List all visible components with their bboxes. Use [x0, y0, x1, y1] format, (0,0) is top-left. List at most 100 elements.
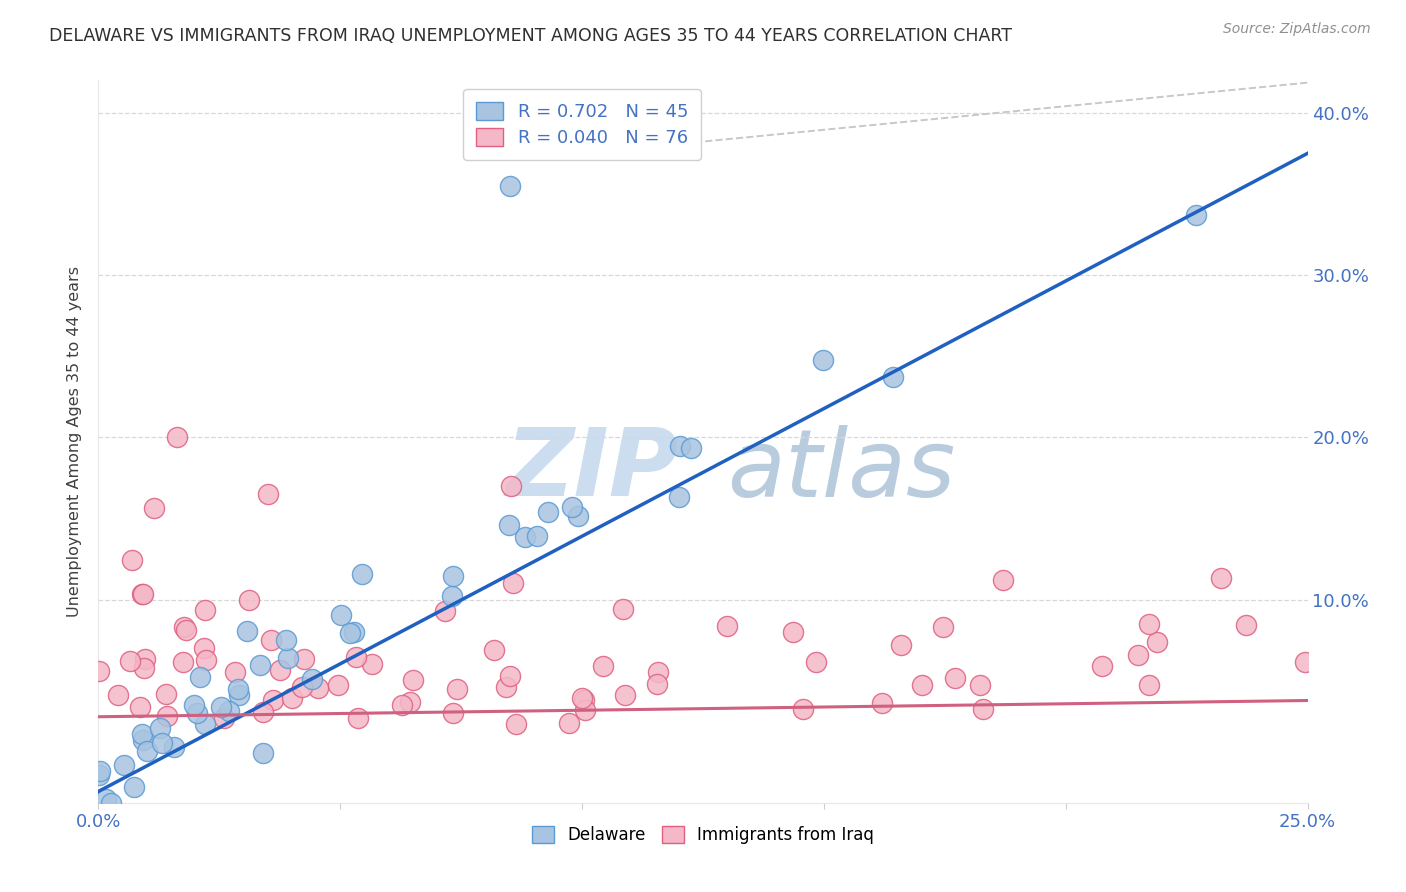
Point — [194, 603, 217, 617]
Point — [136, 744, 159, 758]
Text: atlas: atlas — [727, 425, 956, 516]
Point — [329, 607, 352, 622]
Point — [782, 625, 804, 640]
Point — [567, 509, 589, 524]
Point — [571, 690, 593, 705]
Point — [174, 623, 197, 637]
Point — [307, 681, 329, 695]
Point — [291, 680, 314, 694]
Point — [252, 746, 274, 760]
Point — [499, 669, 522, 683]
Point — [166, 430, 188, 444]
Point — [249, 657, 271, 672]
Point — [277, 650, 299, 665]
Point — [361, 657, 384, 671]
Point — [194, 717, 217, 731]
Point — [256, 487, 278, 501]
Point — [172, 655, 194, 669]
Point — [716, 618, 738, 632]
Point — [1234, 618, 1257, 632]
Point — [118, 654, 141, 668]
Point — [889, 639, 911, 653]
Point — [122, 780, 145, 794]
Point — [212, 711, 235, 725]
Point — [911, 678, 934, 692]
Point — [1126, 648, 1149, 662]
Point — [441, 706, 464, 721]
Point — [1137, 678, 1160, 692]
Point — [668, 491, 690, 505]
Point — [188, 670, 211, 684]
Point — [131, 587, 153, 601]
Point — [681, 442, 703, 456]
Point — [972, 702, 994, 716]
Point — [149, 722, 172, 736]
Point — [94, 792, 117, 806]
Point — [669, 439, 692, 453]
Point — [134, 661, 156, 675]
Point — [301, 672, 323, 686]
Point — [482, 642, 505, 657]
Point — [292, 652, 315, 666]
Point — [121, 553, 143, 567]
Point — [574, 703, 596, 717]
Point — [498, 518, 520, 533]
Text: DELAWARE VS IMMIGRANTS FROM IRAQ UNEMPLOYMENT AMONG AGES 35 TO 44 YEARS CORRELAT: DELAWARE VS IMMIGRANTS FROM IRAQ UNEMPLO… — [49, 27, 1012, 45]
Point — [561, 500, 583, 514]
Point — [89, 768, 111, 782]
Point — [526, 529, 548, 543]
Point — [557, 716, 579, 731]
Point — [882, 370, 904, 384]
Point — [155, 687, 177, 701]
Point — [183, 698, 205, 712]
Point — [792, 702, 814, 716]
Point — [193, 641, 215, 656]
Point — [614, 688, 637, 702]
Point — [645, 677, 668, 691]
Point — [513, 530, 536, 544]
Point — [89, 764, 111, 778]
Point — [440, 589, 463, 603]
Point — [226, 681, 249, 696]
Point — [339, 625, 361, 640]
Point — [262, 693, 284, 707]
Point — [142, 500, 165, 515]
Point — [806, 655, 828, 669]
Point — [156, 709, 179, 723]
Point — [186, 706, 208, 721]
Point — [100, 796, 122, 810]
Point — [107, 688, 129, 702]
Point — [398, 696, 420, 710]
Point — [1137, 617, 1160, 632]
Point — [931, 620, 953, 634]
Point — [134, 652, 156, 666]
Point — [505, 717, 527, 731]
Text: ZIP: ZIP — [506, 425, 679, 516]
Point — [495, 681, 517, 695]
Point — [612, 602, 634, 616]
Point — [326, 678, 349, 692]
Point — [173, 620, 195, 634]
Point — [132, 587, 155, 601]
Point — [87, 664, 110, 678]
Point — [498, 178, 520, 193]
Point — [112, 757, 135, 772]
Point — [433, 604, 456, 618]
Point — [238, 593, 260, 607]
Point — [537, 505, 560, 519]
Point — [945, 671, 967, 685]
Point — [993, 574, 1015, 588]
Point — [252, 705, 274, 719]
Point — [872, 697, 894, 711]
Point — [346, 711, 368, 725]
Legend: Delaware, Immigrants from Iraq: Delaware, Immigrants from Iraq — [523, 817, 883, 852]
Point — [969, 678, 991, 692]
Point — [1091, 659, 1114, 673]
Point — [592, 658, 614, 673]
Point — [1294, 655, 1316, 669]
Point — [260, 633, 283, 648]
Text: Source: ZipAtlas.com: Source: ZipAtlas.com — [1223, 22, 1371, 37]
Point — [218, 704, 240, 718]
Point — [132, 733, 155, 747]
Point — [1185, 209, 1208, 223]
